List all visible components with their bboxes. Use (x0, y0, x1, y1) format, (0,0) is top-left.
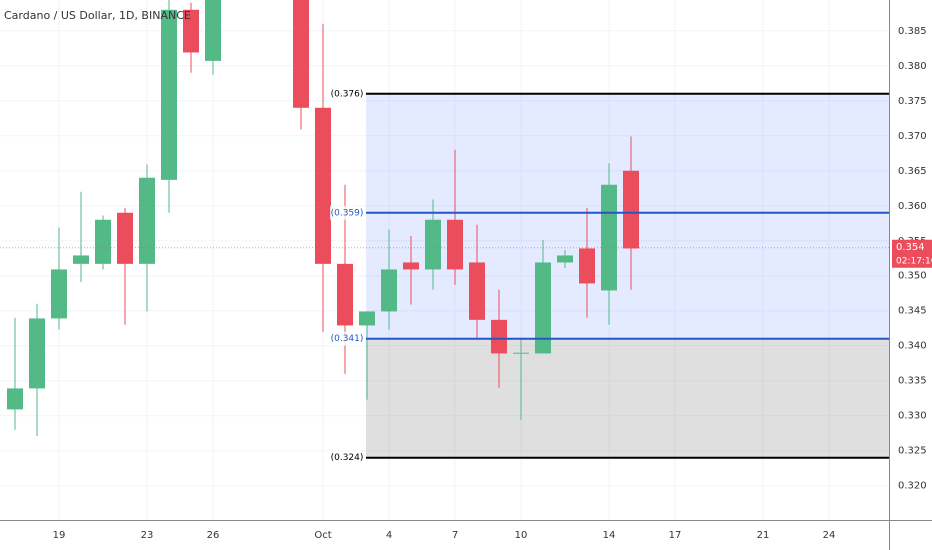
y-tick-label: 0.335 (898, 376, 927, 387)
y-tick-label: 0.330 (898, 411, 927, 422)
candle-body (469, 262, 485, 320)
y-tick-label: 0.370 (898, 131, 927, 142)
x-tick-label: 14 (603, 530, 616, 541)
y-tick-label: 0.385 (898, 26, 927, 37)
x-tick-label: 19 (53, 530, 66, 541)
countdown-label: 02:17:16 (896, 256, 932, 266)
axes: 0.3200.3250.3300.3350.3400.3450.3500.355… (53, 26, 932, 541)
candle-body (601, 184, 617, 291)
candle-body (315, 107, 331, 264)
x-tick-label: 10 (515, 530, 528, 541)
candle-body (29, 318, 45, 389)
level-label-bg (330, 205, 364, 220)
candle-body (51, 269, 67, 319)
level-label-bg (330, 331, 364, 346)
candle-body (557, 255, 573, 263)
candle-body (205, 0, 221, 61)
level-label: (0.341) (331, 334, 364, 344)
candle-body (161, 9, 177, 180)
candle-body (425, 219, 441, 270)
plot-area: (0.376) (0.359) (0.341) (0.324) (0, 0, 889, 465)
candle-body (293, 0, 309, 108)
x-tick-label: Oct (314, 530, 331, 541)
candle-body (623, 170, 639, 249)
candle-body (403, 262, 419, 270)
y-tick-label: 0.325 (898, 446, 927, 457)
x-tick-label: 4 (386, 530, 392, 541)
candle-body (73, 255, 89, 264)
level-label-bg (330, 450, 364, 465)
x-tick-label: 7 (452, 530, 458, 541)
candle-body (117, 212, 133, 264)
candle-body (491, 319, 507, 354)
candle-body (139, 177, 155, 264)
y-tick-label: 0.345 (898, 306, 927, 317)
y-tick-label: 0.350 (898, 271, 927, 282)
candle-body (513, 352, 529, 354)
x-tick-label: 26 (207, 530, 220, 541)
level-label-bg (330, 86, 364, 101)
y-tick-label: 0.340 (898, 341, 927, 352)
y-tick-label: 0.380 (898, 61, 927, 72)
arrow-shaft (651, 242, 676, 339)
candle-body (535, 262, 551, 354)
candle-body (7, 388, 23, 410)
x-tick-label: 23 (141, 530, 154, 541)
candle-body (95, 219, 111, 264)
candle-body (359, 311, 375, 326)
zone (366, 338, 889, 458)
arrow-head (666, 325, 681, 342)
last-price-label: 0.354 (896, 242, 925, 253)
candle-body (579, 248, 595, 284)
y-tick-label: 0.375 (898, 96, 927, 107)
candle-body (337, 263, 353, 326)
chart-title: Cardano / US Dollar, 1D, BINANCE (4, 9, 191, 22)
x-tick-label: 21 (757, 530, 770, 541)
candle-body (183, 9, 199, 53)
candle-body (381, 269, 397, 312)
y-tick-label: 0.320 (898, 481, 927, 492)
y-tick-label: 0.365 (898, 166, 927, 177)
candle-body (447, 219, 463, 270)
y-tick-label: 0.360 (898, 201, 927, 212)
level-label: (0.324) (331, 453, 364, 463)
x-tick-label: 24 (823, 530, 836, 541)
level-label: (0.376) (331, 89, 364, 99)
last-price-box (892, 239, 932, 268)
level-label: (0.359) (331, 208, 364, 218)
x-tick-label: 17 (669, 530, 682, 541)
